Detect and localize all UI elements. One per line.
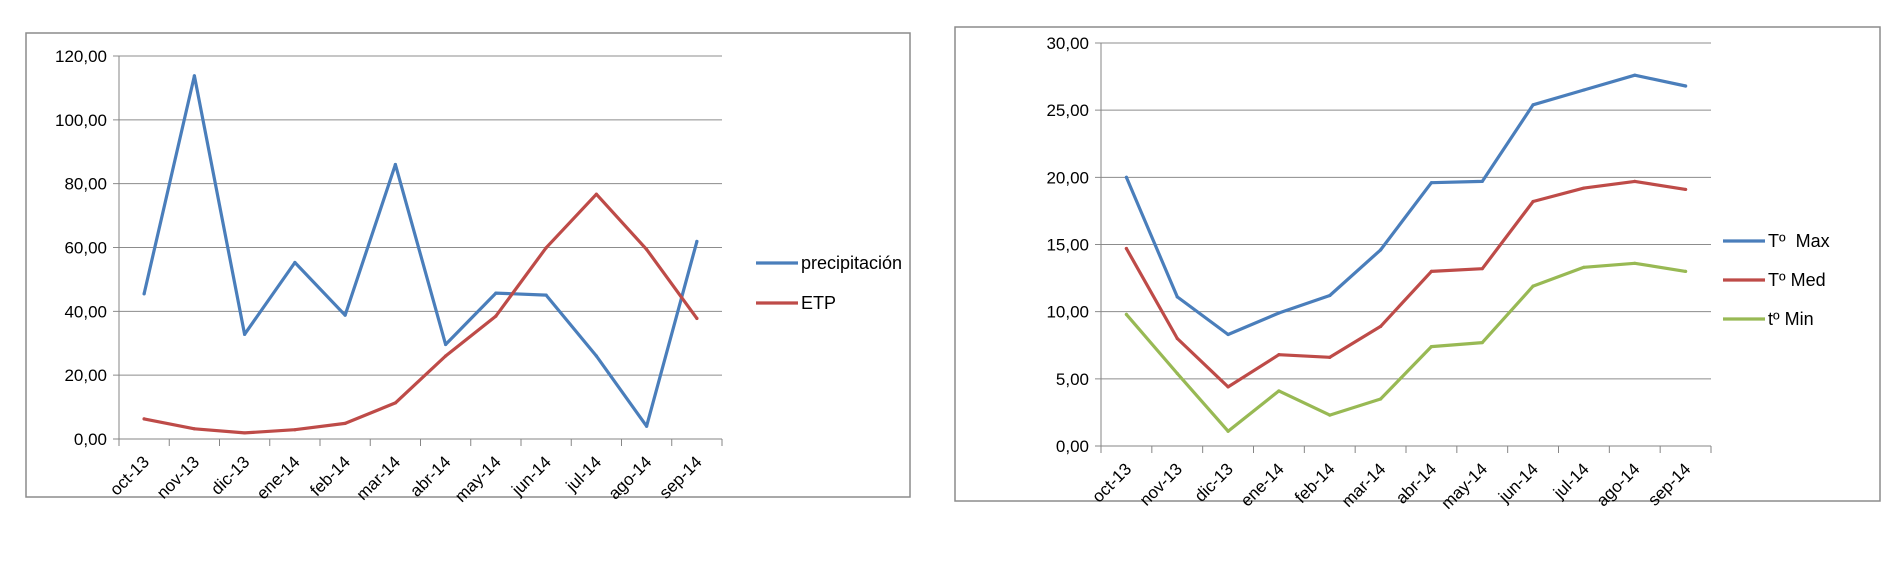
- data-point: [1429, 181, 1434, 185]
- data-point: [1582, 186, 1586, 190]
- data-point: [1633, 261, 1637, 265]
- data-point: [1277, 389, 1281, 393]
- data-point: [393, 162, 397, 167]
- y-tick-label: 30,00: [1046, 34, 1089, 53]
- data-point: [142, 417, 146, 421]
- data-point: [1683, 84, 1688, 88]
- data-point: [243, 431, 247, 435]
- data-point: [1175, 336, 1179, 341]
- y-tick-label: 5,00: [1056, 370, 1089, 389]
- series-line-t-med: [1124, 179, 1688, 389]
- data-point: [1531, 103, 1535, 107]
- y-tick-label: 0,00: [1056, 437, 1089, 456]
- data-point: [293, 428, 297, 432]
- data-point: [645, 424, 649, 428]
- data-point: [1633, 73, 1637, 77]
- legend-label: Tº Med: [1768, 270, 1826, 290]
- chart-frame: [954, 26, 1881, 502]
- data-point: [192, 74, 196, 78]
- data-point: [1582, 265, 1586, 269]
- data-point: [444, 342, 448, 347]
- series-line-precipitaci-n: [142, 74, 699, 428]
- data-point: [1277, 311, 1281, 315]
- series-line-t-max: [1124, 73, 1688, 337]
- y-tick-label: 40,00: [64, 302, 107, 321]
- data-point: [594, 192, 598, 196]
- data-point: [594, 354, 598, 358]
- data-point: [1226, 429, 1230, 433]
- y-tick-label: 0,00: [74, 430, 107, 449]
- legend-label: ETP: [801, 293, 836, 313]
- data-point: [1124, 312, 1129, 316]
- data-point: [1633, 179, 1637, 183]
- data-point: [343, 421, 347, 425]
- legend-label: precipitación: [801, 253, 902, 273]
- data-point: [444, 354, 448, 358]
- data-point: [1531, 284, 1535, 288]
- data-point: [1378, 248, 1383, 252]
- data-point: [1429, 344, 1434, 349]
- data-point: [1328, 413, 1332, 417]
- legend-label: Tº Max: [1768, 231, 1830, 251]
- series-line-t-min: [1124, 261, 1688, 433]
- data-point: [1328, 293, 1332, 298]
- series-line-etp: [142, 192, 699, 435]
- data-point: [1124, 246, 1129, 251]
- data-point: [544, 246, 548, 250]
- data-point: [695, 316, 699, 320]
- data-point: [1175, 295, 1179, 299]
- y-tick-label: 25,00: [1046, 101, 1089, 120]
- data-point: [494, 291, 498, 295]
- data-point: [293, 260, 297, 265]
- data-point: [393, 401, 397, 405]
- y-tick-label: 120,00: [55, 47, 107, 66]
- data-point: [243, 332, 247, 336]
- data-point: [1429, 269, 1434, 273]
- y-tick-label: 60,00: [64, 239, 107, 258]
- data-point: [494, 314, 498, 318]
- data-point: [1378, 324, 1383, 329]
- data-point: [1378, 397, 1383, 401]
- data-point: [1226, 385, 1230, 389]
- y-tick-label: 20,00: [1046, 168, 1089, 187]
- data-point: [1175, 371, 1179, 376]
- data-point: [1124, 175, 1129, 179]
- data-point: [1480, 179, 1484, 183]
- y-tick-label: 20,00: [64, 366, 107, 385]
- data-point: [1683, 187, 1688, 192]
- data-point: [1582, 88, 1586, 92]
- data-point: [544, 293, 548, 297]
- data-point: [1226, 332, 1230, 337]
- y-tick-label: 100,00: [55, 111, 107, 130]
- data-point: [1531, 199, 1535, 204]
- legend-label: tº Min: [1768, 309, 1814, 329]
- data-point: [192, 427, 196, 431]
- chart-frame: [25, 32, 911, 498]
- data-point: [142, 292, 146, 296]
- data-point: [1277, 353, 1281, 357]
- data-point: [645, 247, 649, 252]
- data-point: [1480, 340, 1484, 345]
- data-point: [1683, 269, 1688, 273]
- data-point: [695, 239, 699, 244]
- y-tick-label: 15,00: [1046, 236, 1089, 255]
- data-point: [1480, 267, 1484, 271]
- data-point: [1328, 355, 1332, 359]
- y-tick-label: 80,00: [64, 175, 107, 194]
- data-point: [343, 313, 347, 317]
- chart-precipitation-etp: 0,0020,0040,0060,0080,00100,00120,00oct-…: [25, 32, 911, 506]
- y-tick-label: 10,00: [1046, 303, 1089, 322]
